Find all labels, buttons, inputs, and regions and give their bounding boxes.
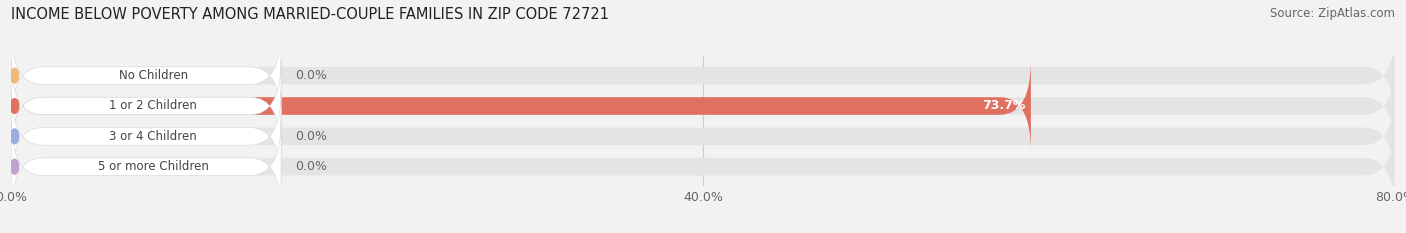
Text: 0.0%: 0.0% (295, 160, 326, 173)
Text: No Children: No Children (118, 69, 188, 82)
FancyBboxPatch shape (11, 90, 1395, 182)
Text: 3 or 4 Children: 3 or 4 Children (110, 130, 197, 143)
Circle shape (10, 159, 18, 174)
FancyBboxPatch shape (11, 60, 281, 152)
FancyBboxPatch shape (11, 60, 1395, 152)
Text: INCOME BELOW POVERTY AMONG MARRIED-COUPLE FAMILIES IN ZIP CODE 72721: INCOME BELOW POVERTY AMONG MARRIED-COUPL… (11, 7, 609, 22)
Circle shape (10, 129, 18, 144)
Text: 1 or 2 Children: 1 or 2 Children (110, 99, 197, 113)
FancyBboxPatch shape (11, 30, 281, 121)
Circle shape (10, 68, 18, 83)
FancyBboxPatch shape (11, 60, 1031, 152)
FancyBboxPatch shape (11, 30, 1395, 121)
Circle shape (10, 99, 18, 113)
FancyBboxPatch shape (11, 121, 281, 212)
Text: 0.0%: 0.0% (295, 130, 326, 143)
Text: Source: ZipAtlas.com: Source: ZipAtlas.com (1270, 7, 1395, 20)
FancyBboxPatch shape (11, 121, 1395, 212)
Text: 73.7%: 73.7% (983, 99, 1026, 113)
Text: 0.0%: 0.0% (295, 69, 326, 82)
Text: 5 or more Children: 5 or more Children (98, 160, 208, 173)
FancyBboxPatch shape (11, 90, 281, 182)
